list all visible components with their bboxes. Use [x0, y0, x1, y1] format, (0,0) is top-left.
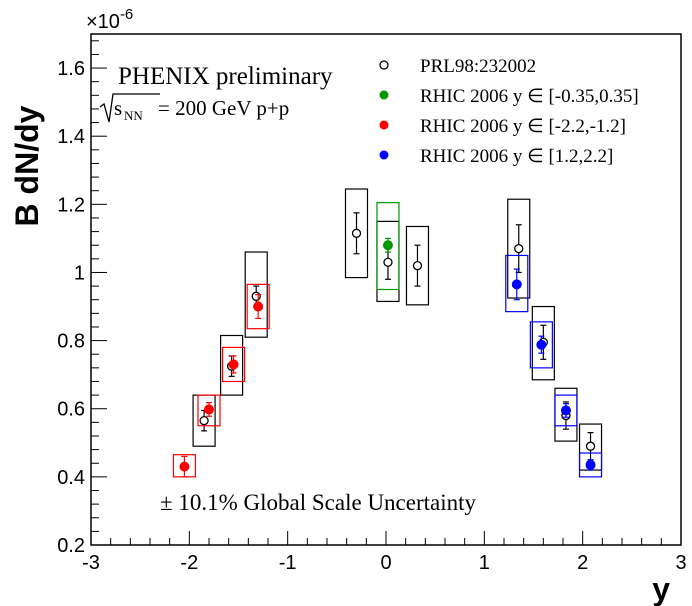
systematic-box — [405, 225, 430, 306]
systematic-box — [529, 321, 553, 369]
legend: PRL98:232002 RHIC 2006 y ∈ [-0.35,0.35] RH… — [379, 56, 639, 167]
x-tick-label: 0 — [380, 552, 391, 574]
series-1 — [376, 202, 400, 291]
data-point — [511, 279, 522, 290]
data-point — [253, 301, 264, 312]
s-symbol: s — [114, 96, 122, 120]
data-point — [179, 461, 190, 472]
energy-label: s NN = 200 GeV p+p — [99, 93, 289, 123]
y-tick-label: 1.4 — [57, 126, 85, 148]
systematic-box — [220, 334, 244, 396]
systematic-box — [376, 202, 400, 291]
x-tick-label: 3 — [675, 552, 686, 574]
x-axis-ticks: -3 -2 -1 0 1 2 3 — [82, 531, 687, 574]
data-point — [560, 405, 571, 416]
data-point — [383, 257, 393, 267]
systematic-box — [578, 452, 603, 478]
y-tick-label: 0.6 — [57, 399, 85, 421]
data-point — [251, 291, 261, 301]
series-2 — [172, 283, 270, 478]
y-tick-label: 1.2 — [57, 194, 85, 216]
systematic-box — [554, 394, 578, 427]
systematic-box — [531, 305, 555, 381]
data-point — [228, 359, 239, 370]
y-tick-label: 1 — [74, 262, 85, 284]
nn-subscript: NN — [124, 108, 143, 123]
data-point — [585, 441, 596, 451]
systematic-box — [507, 198, 531, 299]
systematic-box — [246, 283, 270, 330]
legend-marker — [379, 120, 389, 130]
x-tick-label: -1 — [279, 552, 297, 574]
series-0 — [192, 188, 603, 471]
y-axis-title: B dN/dy — [9, 105, 45, 226]
systematic-box — [221, 346, 246, 383]
global-scale-uncertainty: ± 10.1% Global Scale Uncertainty — [160, 490, 477, 515]
x-axis-title: y — [652, 571, 670, 606]
data-point — [199, 416, 209, 426]
data-point — [204, 404, 214, 415]
legend-label: RHIC 2006 y ∈ [-0.35,0.35] — [420, 86, 639, 107]
systematic-box — [244, 251, 268, 338]
data-point — [351, 228, 362, 238]
y-axis-multiplier: ×10-6 — [86, 6, 133, 33]
x-tick-label: 2 — [577, 552, 588, 574]
legend-marker — [379, 60, 389, 70]
y-tick-label: 0.2 — [57, 535, 85, 557]
data-point — [412, 261, 423, 271]
data-point — [585, 459, 596, 470]
y-axis-ticks: 0.2 0.4 0.6 0.8 1 1.2 1.4 1.6 — [57, 40, 107, 557]
y-tick-label: 0.4 — [57, 467, 85, 489]
y-tick-label: 1.6 — [57, 58, 85, 80]
legend-label: RHIC 2006 y ∈ [1.2,2.2] — [420, 146, 613, 167]
data-layer — [172, 188, 603, 478]
y-tick-label: 0.8 — [57, 331, 85, 353]
energy-text: = 200 GeV p+p — [158, 96, 289, 120]
systematic-box — [197, 394, 221, 427]
data-point — [514, 243, 524, 254]
legend-label: RHIC 2006 y ∈ [-2.2,-1.2] — [420, 116, 626, 137]
series-3 — [505, 254, 603, 478]
sqrt-symbol — [99, 93, 160, 123]
systematic-box — [505, 254, 529, 313]
systematic-box — [344, 188, 369, 279]
legend-marker — [379, 150, 389, 160]
legend-marker — [379, 90, 389, 100]
axes: -3 -2 -1 0 1 2 3 0.2 0.4 0.6 0.8 1 1.2 1.4 1.6 — [57, 33, 687, 574]
x-tick-label: -2 — [180, 552, 198, 574]
x-tick-label: 1 — [479, 552, 490, 574]
data-point — [536, 339, 547, 350]
x-tick-label: -3 — [82, 552, 100, 574]
experiment-label: PHENIX preliminary — [118, 63, 333, 90]
legend-label: PRL98:232002 — [420, 56, 536, 77]
data-point — [382, 240, 393, 251]
